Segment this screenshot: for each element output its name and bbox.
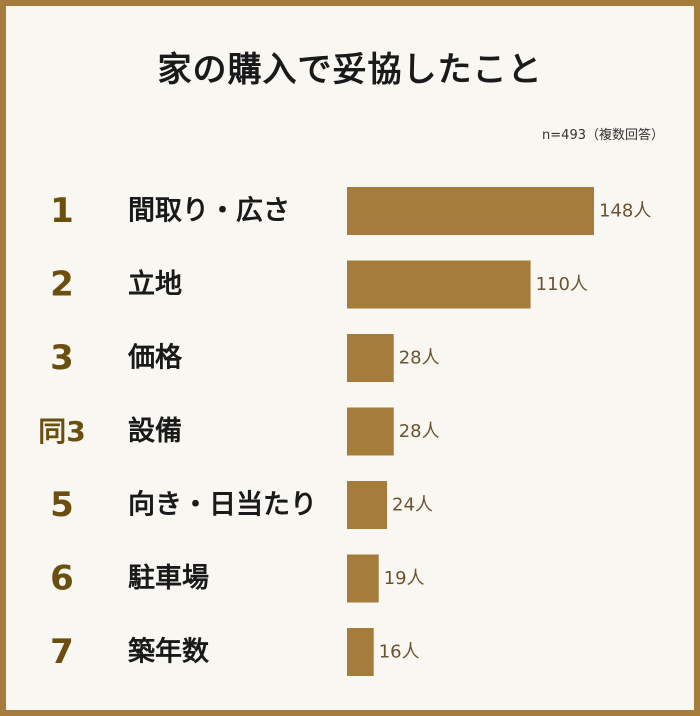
bar	[347, 481, 388, 529]
category-label: 価格	[127, 343, 183, 374]
category-label: 向き・日当たり	[128, 489, 317, 521]
value-label: 24人	[392, 495, 433, 516]
bar	[347, 187, 594, 235]
category-label: 駐車場	[128, 563, 209, 594]
bar	[347, 628, 374, 676]
bar	[347, 554, 379, 603]
value-label: 110人	[536, 274, 588, 295]
value-label: 28人	[399, 348, 440, 369]
value-label: 19人	[384, 568, 425, 589]
bar	[347, 407, 394, 456]
category-label: 立地	[128, 268, 182, 300]
value-label: 28人	[399, 421, 440, 442]
value-label: 16人	[379, 642, 420, 663]
category-label: 築年数	[127, 636, 210, 668]
rank-label: 2	[50, 265, 74, 305]
rank-label: 同3	[38, 415, 85, 448]
category-label: 設備	[128, 415, 182, 447]
chart-title: 家の購入で妥協したこと	[157, 50, 543, 90]
rank-label: 3	[50, 338, 74, 378]
rank-label: 7	[50, 632, 74, 672]
rank-label: 6	[50, 559, 74, 599]
sample-note: n=493（複数回答）	[542, 128, 664, 143]
rank-label: 1	[50, 191, 74, 231]
bar	[347, 260, 531, 309]
rank-label: 5	[50, 485, 74, 525]
value-label: 148人	[599, 201, 651, 222]
category-label: 間取り・広さ	[128, 195, 290, 227]
bar	[347, 334, 394, 382]
